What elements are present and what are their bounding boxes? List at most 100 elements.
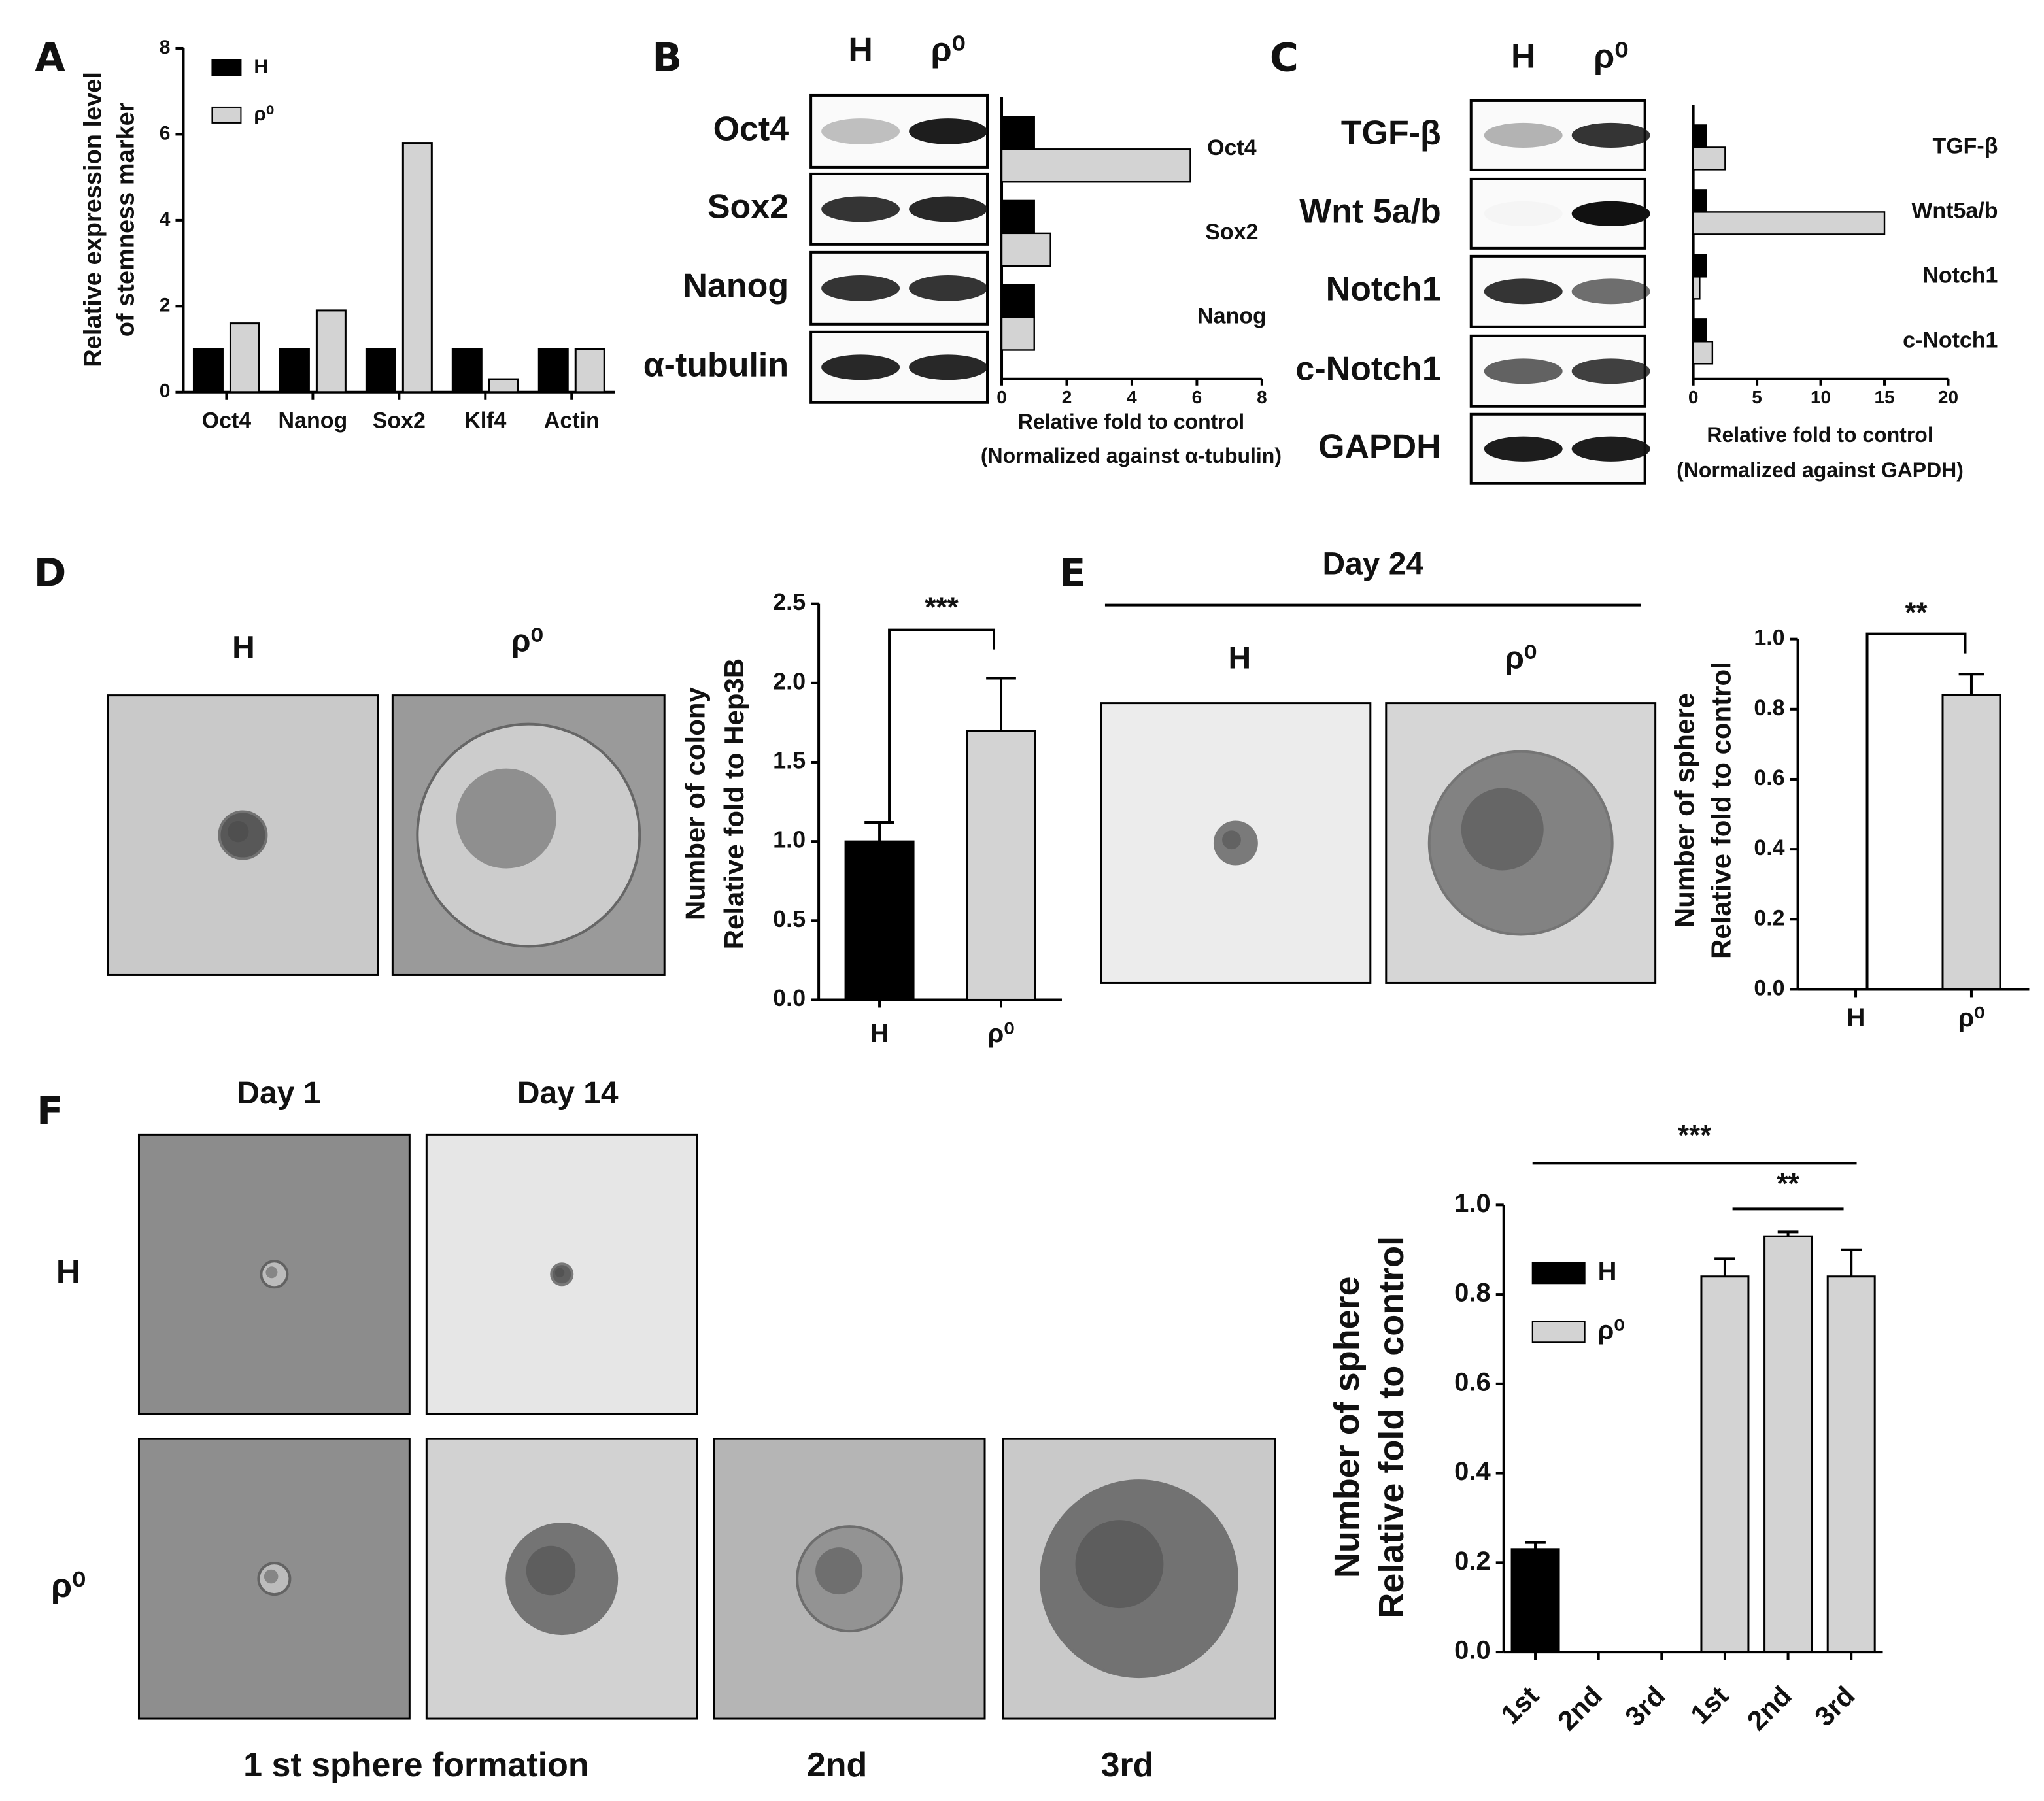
x-tick-label: 0: [1688, 387, 1699, 407]
category-label: Wnt5a/b: [1911, 198, 1998, 223]
micrograph: [137, 1133, 411, 1415]
bar: [844, 840, 915, 1001]
bar: [1000, 199, 1035, 235]
blot-row-label: Sox2: [707, 188, 789, 226]
legend-label: H: [254, 56, 268, 78]
y-tick-label: 0.8: [1454, 1279, 1491, 1307]
x-tick-label: ρ⁰: [988, 1019, 1015, 1048]
blot-band: [1571, 201, 1650, 226]
y-axis-label: Number of sphere: [1669, 693, 1700, 928]
bar: [1826, 1275, 1876, 1653]
x-tick-label: 1st: [1684, 1680, 1734, 1730]
significance-label: ***: [1678, 1119, 1712, 1151]
y-tick-label: 4: [160, 209, 171, 230]
blot-row-label: Wnt 5a/b: [1299, 193, 1441, 231]
y-axis-label: Relative fold to control: [1372, 1236, 1411, 1619]
x-tick-label: 3rd: [1809, 1680, 1860, 1732]
cell-cluster: [218, 810, 268, 860]
y-tick-label: 2.5: [773, 588, 806, 615]
cell-cluster: [1213, 820, 1258, 866]
x-tick-label: 15: [1874, 387, 1894, 407]
y-axis-label: Relative fold to control: [1706, 662, 1737, 959]
cell-core: [456, 768, 556, 869]
x-axis-label: Relative fold to control: [1707, 423, 1933, 446]
bar: [966, 730, 1036, 1001]
blot-band: [909, 275, 988, 301]
significance-label: ***: [925, 591, 959, 623]
bar: [1692, 254, 1707, 278]
x-tick-label: Nanog: [279, 409, 348, 433]
bar: [229, 322, 260, 394]
x-tick-label: 20: [1938, 387, 1958, 407]
bar: [574, 348, 605, 394]
category-label: TGF-β: [1932, 133, 1998, 158]
y-tick-label: 0.5: [773, 905, 806, 932]
blot-row-label: Notch1: [1326, 271, 1441, 309]
x-tick-label: H: [870, 1019, 889, 1048]
cell-core: [1075, 1520, 1164, 1609]
x-tick-label: Klf4: [464, 409, 506, 433]
panel-label: E: [1059, 550, 1085, 596]
image-row-label: H: [56, 1253, 81, 1291]
panel-label: B: [652, 35, 682, 81]
y-axis-label: Relative fold to Hep3B: [719, 658, 749, 949]
legend-label: ρ⁰: [254, 103, 274, 125]
image-column-label: ρ⁰: [511, 624, 543, 658]
error-bar: [1958, 673, 1984, 696]
image-column-label: Day 14: [517, 1076, 619, 1111]
legend-swatch: [211, 59, 242, 76]
y-tick-label: 0.6: [1454, 1368, 1491, 1396]
cell-core: [815, 1547, 863, 1595]
legend-label: H: [1598, 1257, 1617, 1286]
panel-label: C: [1270, 35, 1299, 81]
error-bar: [1777, 1230, 1799, 1237]
bar: [1000, 316, 1035, 351]
y-tick-label: 1.0: [773, 826, 806, 853]
y-tick-label: 2: [160, 294, 171, 316]
bar: [401, 142, 433, 394]
cell-cluster: [796, 1525, 904, 1633]
bar: [315, 309, 347, 394]
error-bar: [1841, 1248, 1862, 1277]
image-column-label: H: [232, 630, 255, 665]
bar: [1692, 318, 1707, 343]
lane-label: ρ⁰: [931, 31, 966, 69]
category-label: Nanog: [1197, 303, 1267, 328]
y-tick-label: 1.0: [1754, 626, 1784, 650]
y-tick-label: 0.2: [1754, 905, 1784, 930]
y-axis-label: Number of colony: [679, 687, 710, 920]
category-label: c-Notch1: [1903, 328, 1998, 352]
y-tick-label: 0.4: [1454, 1457, 1491, 1486]
lane-label: H: [1511, 38, 1536, 76]
category-label: Sox2: [1205, 220, 1258, 244]
cell-core: [1461, 788, 1544, 871]
blot-band: [821, 275, 900, 301]
blot-band: [1484, 358, 1563, 384]
lane-label: H: [848, 31, 873, 69]
blot-band: [1571, 436, 1650, 462]
cell-core: [1222, 830, 1241, 850]
blot-row-label: TGF-β: [1341, 114, 1441, 152]
error-bar: [864, 821, 894, 842]
y-tick-label: 0.2: [1454, 1547, 1491, 1575]
error-bar: [1525, 1541, 1546, 1549]
y-tick-label: 0.6: [1754, 766, 1784, 790]
blot-band: [821, 118, 900, 144]
x-tick-label: 5: [1752, 387, 1762, 407]
x-tick-label: Oct4: [202, 409, 252, 433]
error-bar: [1714, 1257, 1735, 1277]
y-tick-label: 1.5: [773, 747, 806, 773]
panel-label: A: [35, 35, 65, 81]
blot-row-label: Oct4: [713, 110, 789, 148]
blot-band: [1571, 122, 1650, 148]
bar: [1692, 124, 1707, 148]
image-row-label: ρ⁰: [51, 1567, 86, 1605]
x-tick-label: 4: [1127, 387, 1137, 407]
y-axis-label: Relative expression level: [80, 72, 107, 367]
cell-cluster: [1427, 750, 1614, 936]
bar: [1692, 189, 1707, 213]
cell-cluster: [416, 722, 641, 948]
image-column-label: Day 1: [237, 1076, 320, 1111]
cell-core: [228, 820, 249, 843]
x-tick-label: ρ⁰: [1958, 1003, 1985, 1032]
